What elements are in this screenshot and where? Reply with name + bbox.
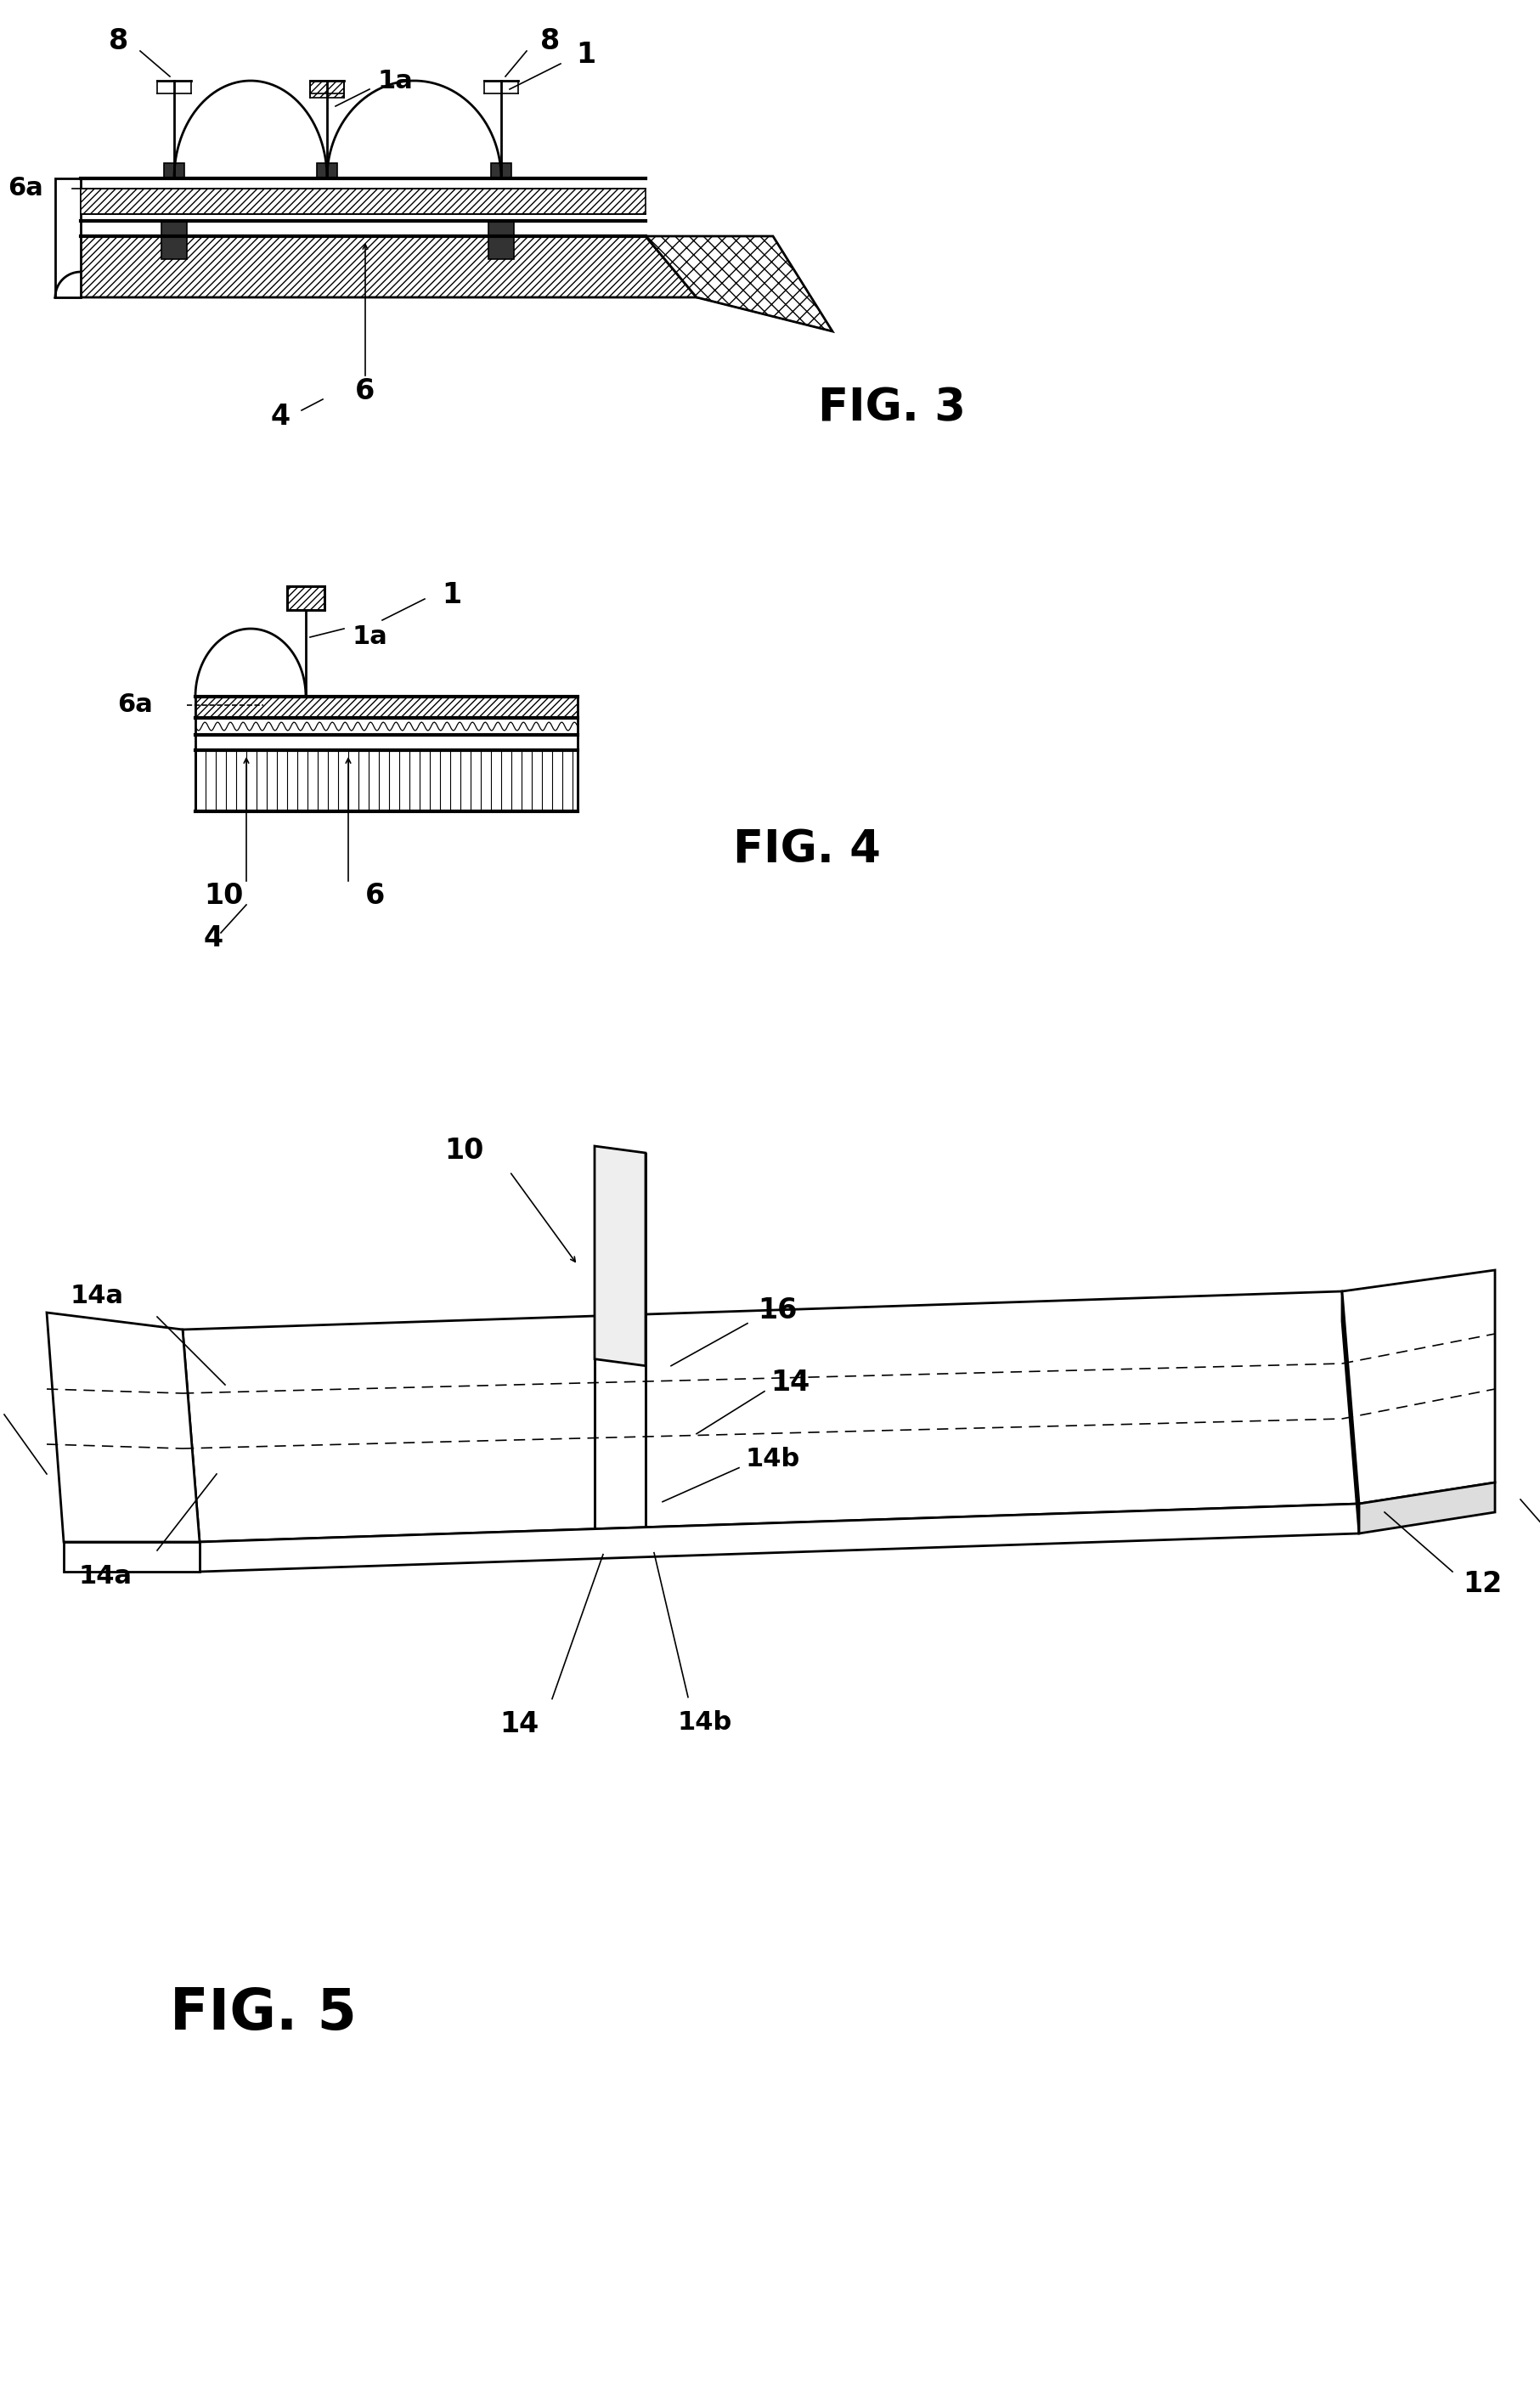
Text: 8: 8 [541, 26, 561, 55]
Text: 8: 8 [109, 26, 129, 55]
Text: 14a: 14a [79, 1565, 131, 1589]
Polygon shape [55, 178, 80, 298]
Text: 6a: 6a [8, 175, 43, 202]
Text: 10: 10 [203, 883, 243, 910]
Polygon shape [645, 235, 833, 331]
Polygon shape [46, 1313, 200, 1541]
Text: 6: 6 [356, 377, 376, 406]
Text: 4: 4 [271, 403, 290, 430]
Polygon shape [196, 696, 578, 718]
Text: 12: 12 [1463, 1570, 1502, 1598]
Polygon shape [183, 1291, 1360, 1541]
Polygon shape [200, 1505, 1360, 1572]
Text: 14b: 14b [745, 1447, 801, 1471]
Polygon shape [1341, 1291, 1360, 1534]
Bar [162, 221, 186, 259]
Text: FIG. 3: FIG. 3 [818, 386, 966, 430]
Bar [488, 221, 514, 259]
Polygon shape [80, 190, 645, 214]
Text: 16: 16 [758, 1296, 796, 1325]
Text: 6a: 6a [117, 694, 152, 718]
Text: 1a: 1a [377, 67, 413, 94]
Polygon shape [63, 1541, 200, 1572]
Bar [163, 163, 185, 178]
Text: 10: 10 [445, 1135, 484, 1164]
Bar [310, 82, 343, 98]
Text: 1a: 1a [353, 624, 388, 650]
Text: 14a: 14a [69, 1284, 123, 1308]
Text: 14: 14 [500, 1711, 539, 1738]
Text: FIG. 4: FIG. 4 [733, 828, 881, 871]
Text: 1: 1 [576, 41, 596, 70]
Text: FIG. 5: FIG. 5 [169, 1985, 357, 2042]
Polygon shape [1360, 1483, 1495, 1534]
Bar [286, 586, 325, 610]
Polygon shape [1341, 1270, 1495, 1505]
Polygon shape [55, 235, 696, 298]
Text: 6: 6 [365, 883, 385, 910]
Polygon shape [196, 751, 578, 811]
Polygon shape [594, 1147, 645, 1366]
Text: 1: 1 [442, 581, 462, 610]
Bar [491, 163, 511, 178]
Text: 14b: 14b [678, 1711, 733, 1735]
Bar [317, 163, 337, 178]
Text: 14: 14 [770, 1368, 810, 1397]
Text: 4: 4 [203, 924, 223, 953]
